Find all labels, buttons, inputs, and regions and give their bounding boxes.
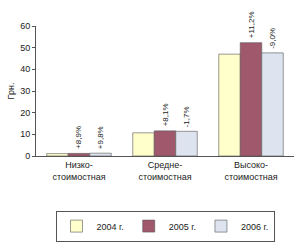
svg-text:60: 60: [20, 21, 30, 31]
svg-text:+9,8%: +9,8%: [96, 126, 105, 149]
svg-text:+8,1%: +8,1%: [161, 103, 170, 126]
svg-text:Низко-стоимостная: Низко-стоимостная: [52, 160, 105, 182]
svg-text:10: 10: [20, 129, 30, 139]
svg-text:-1,7%: -1,7%: [182, 106, 191, 127]
svg-text:Грн.: Грн.: [6, 83, 16, 100]
svg-text:40: 40: [20, 64, 30, 74]
svg-text:20: 20: [20, 108, 30, 118]
svg-text:+8,9%: +8,9%: [74, 126, 83, 149]
svg-text:2005 г.: 2005 г.: [169, 222, 196, 232]
svg-text:0: 0: [25, 151, 30, 161]
svg-text:+11,2%: +11,2%: [247, 11, 256, 38]
svg-text:Высоко-стоимостная: Высоко-стоимостная: [224, 160, 277, 182]
svg-text:30: 30: [20, 86, 30, 96]
svg-text:-9,0%: -9,0%: [268, 28, 277, 49]
svg-text:Средне-стоимостная: Средне-стоимостная: [138, 160, 191, 182]
svg-text:2006 г.: 2006 г.: [241, 222, 268, 232]
svg-text:50: 50: [20, 43, 30, 53]
svg-text:2004 г.: 2004 г.: [97, 222, 124, 232]
